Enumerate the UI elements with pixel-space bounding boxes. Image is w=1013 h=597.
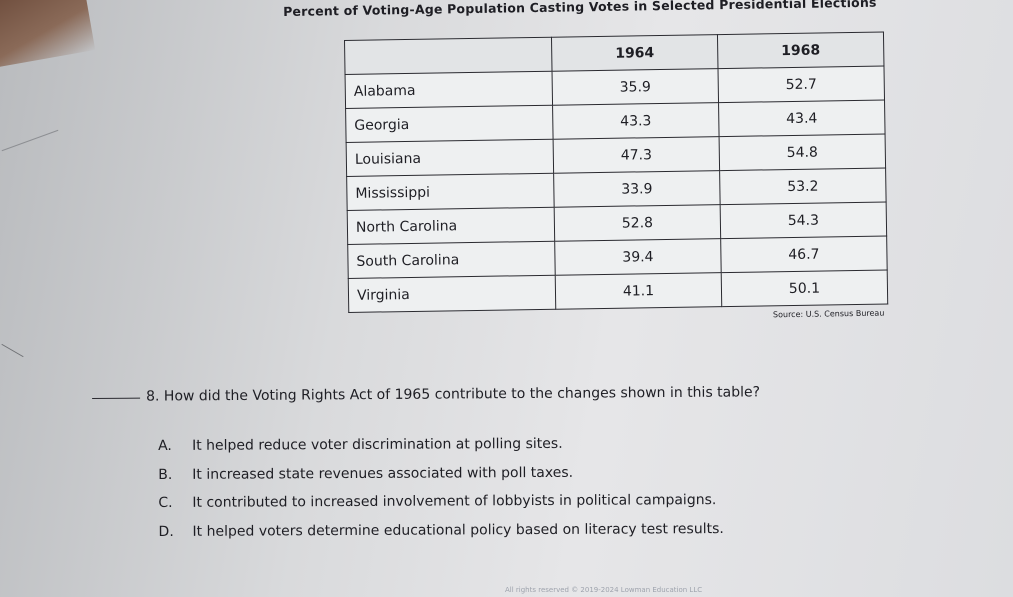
voting-table-container: 1964 1968 Alabama 35.9 52.7 Georgia 43.3… bbox=[344, 31, 889, 326]
state-cell: Virginia bbox=[348, 275, 556, 313]
paper-corner-shadow bbox=[0, 0, 96, 70]
value-1964-cell: 39.4 bbox=[554, 238, 722, 276]
pencil-mark bbox=[1, 343, 24, 358]
value-1964-cell: 52.8 bbox=[554, 204, 721, 242]
choice-letter: C. bbox=[158, 494, 173, 511]
header-state bbox=[344, 37, 553, 75]
value-1964-cell: 33.9 bbox=[553, 170, 721, 208]
value-1968-cell: 52.7 bbox=[717, 66, 885, 103]
choice-letter: D. bbox=[158, 523, 174, 540]
state-cell: Alabama bbox=[345, 71, 553, 109]
state-cell: South Carolina bbox=[347, 241, 556, 279]
value-1964-cell: 35.9 bbox=[552, 68, 719, 106]
choice-c[interactable]: C. It contributed to increased involvemen… bbox=[158, 486, 723, 517]
choice-b[interactable]: B. It increased state revenues associated… bbox=[158, 458, 723, 489]
state-cell: Mississippi bbox=[346, 173, 555, 211]
pencil-mark bbox=[1, 129, 59, 152]
header-1964: 1964 bbox=[551, 34, 718, 72]
state-cell: North Carolina bbox=[347, 207, 555, 245]
value-1968-cell: 54.3 bbox=[720, 202, 887, 239]
value-1968-cell: 53.2 bbox=[719, 168, 887, 205]
choice-a[interactable]: A. It helped reduce voter discrimination … bbox=[158, 429, 723, 460]
question-8: 8. How did the Voting Rights Act of 1965… bbox=[92, 379, 760, 405]
choice-text: It helped voters determine educational p… bbox=[192, 520, 724, 540]
value-1968-cell: 43.4 bbox=[718, 100, 886, 137]
choice-text: It contributed to increased involvement … bbox=[192, 492, 717, 511]
header-1968: 1968 bbox=[717, 32, 884, 69]
value-1968-cell: 54.8 bbox=[719, 134, 886, 171]
table-title: Percent of Voting-Age Population Casting… bbox=[283, 0, 877, 19]
choice-text: It increased state revenues associated w… bbox=[192, 464, 574, 483]
voting-table: 1964 1968 Alabama 35.9 52.7 Georgia 43.3… bbox=[344, 31, 889, 313]
value-1968-cell: 46.7 bbox=[720, 236, 888, 273]
choice-text: It helped reduce voter discrimination at… bbox=[192, 435, 563, 454]
choice-letter: A. bbox=[158, 437, 172, 454]
value-1964-cell: 47.3 bbox=[553, 136, 720, 174]
answer-choices: A. It helped reduce voter discrimination … bbox=[158, 429, 724, 546]
table-row: Virginia 41.1 50.1 bbox=[348, 269, 888, 313]
value-1964-cell: 41.1 bbox=[555, 272, 722, 310]
state-cell: Louisiana bbox=[346, 139, 554, 177]
answer-blank[interactable] bbox=[92, 383, 141, 399]
copyright-footer: All rights reserved © 2019-2024 Lowman E… bbox=[505, 586, 703, 594]
value-1968-cell: 50.1 bbox=[721, 269, 888, 307]
question-text: 8. How did the Voting Rights Act of 1965… bbox=[146, 384, 761, 405]
state-cell: Georgia bbox=[345, 105, 554, 143]
value-1964-cell: 43.3 bbox=[552, 102, 720, 140]
choice-d[interactable]: D. It helped voters determine educational… bbox=[158, 515, 723, 546]
choice-letter: B. bbox=[158, 466, 173, 483]
